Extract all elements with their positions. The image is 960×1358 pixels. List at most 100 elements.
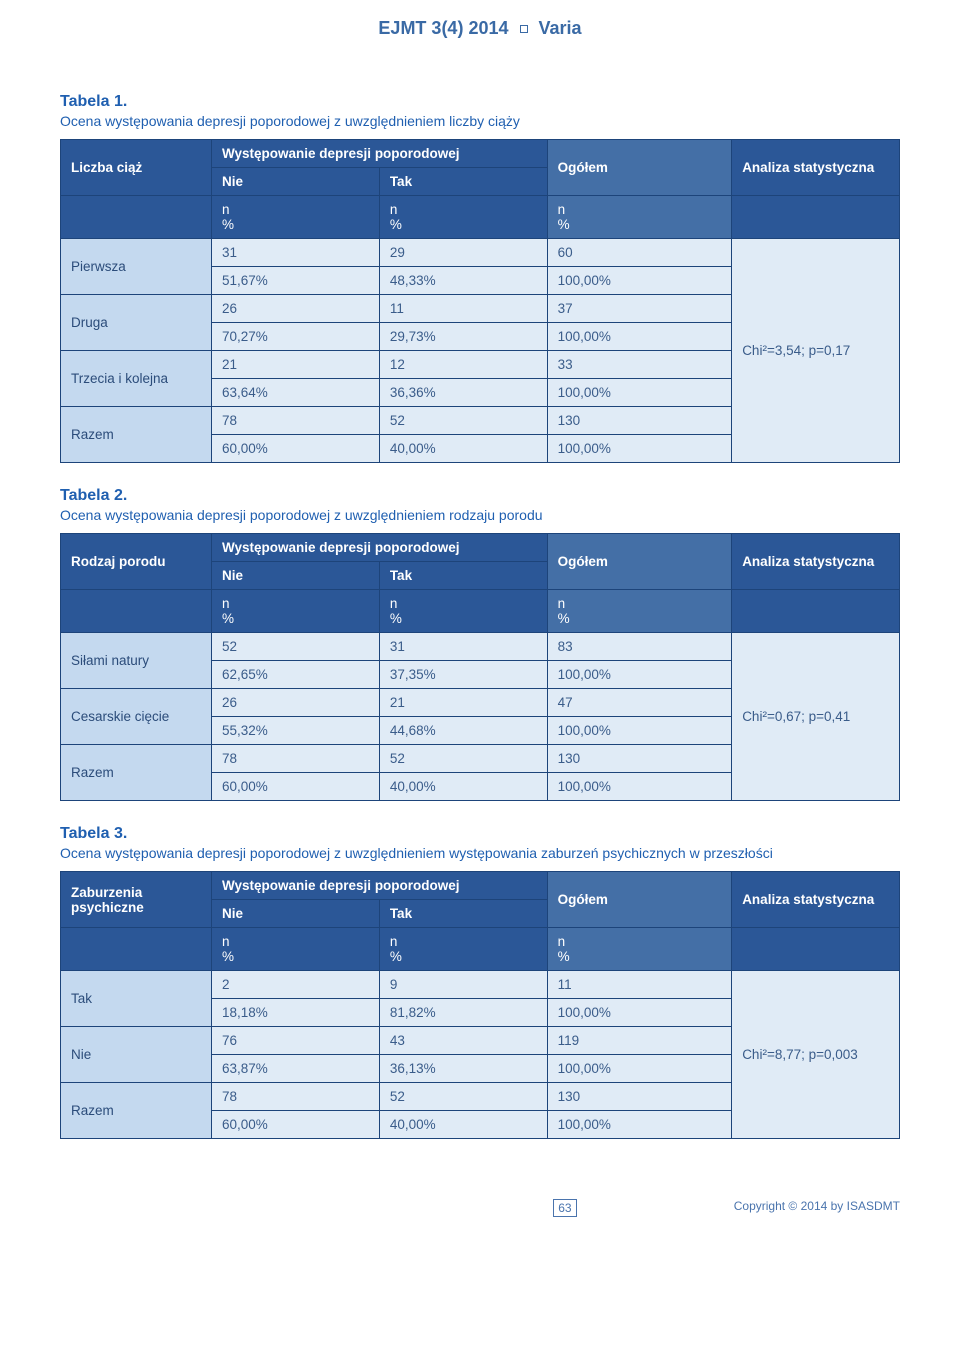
cell-tak-n: 52 [379,745,547,773]
page-number: 63 [553,1199,576,1217]
cell-tak-n: 52 [379,1083,547,1111]
col-group-header: Występowanie depresji poporodowej [212,140,548,168]
cell-total-pct: 100,00% [547,661,732,689]
page-body: Tabela 1. Ocena występowania depresji pop… [0,93,960,1257]
col-nie: Nie [212,168,380,196]
sub-n-pct: n% [212,928,380,971]
data-table: Zaburzenia psychiczneWystępowanie depres… [60,871,900,1139]
cell-tak-n: 31 [379,633,547,661]
cell-nie-pct: 60,00% [212,1111,380,1139]
row-label: Pierwsza [61,239,212,295]
cell-total-pct: 100,00% [547,999,732,1027]
row-label: Razem [61,407,212,463]
cell-nie-pct: 60,00% [212,773,380,801]
cell-nie-pct: 51,67% [212,267,380,295]
sub-blank [61,196,212,239]
sub-blank [732,928,900,971]
cell-nie-pct: 55,32% [212,717,380,745]
section-name: Varia [539,18,582,38]
cell-nie-n: 26 [212,295,380,323]
cell-nie-n: 52 [212,633,380,661]
cell-total-n: 83 [547,633,732,661]
col-tak: Tak [379,562,547,590]
table-title: Tabela 1. [60,93,900,111]
col-group-header: Występowanie depresji poporodowej [212,534,548,562]
cell-nie-pct: 62,65% [212,661,380,689]
cell-tak-pct: 36,36% [379,379,547,407]
cell-total-pct: 100,00% [547,267,732,295]
col-total: Ogółem [547,534,732,590]
cell-tak-pct: 40,00% [379,773,547,801]
cell-total-n: 130 [547,745,732,773]
row-label: Siłami natury [61,633,212,689]
cell-tak-pct: 81,82% [379,999,547,1027]
cell-nie-pct: 60,00% [212,435,380,463]
cell-tak-pct: 29,73% [379,323,547,351]
cell-tak-pct: 48,33% [379,267,547,295]
sub-n-pct: n% [379,928,547,971]
cell-total-n: 130 [547,407,732,435]
analysis-cell: Chi²=0,67; p=0,41 [732,633,900,801]
page-header: EJMT 3(4) 2014 Varia [0,0,960,69]
col-group-header: Występowanie depresji poporodowej [212,872,548,900]
cell-nie-n: 78 [212,745,380,773]
sub-blank [61,590,212,633]
cell-nie-pct: 63,87% [212,1055,380,1083]
sub-blank [732,590,900,633]
col-left-label: Liczba ciąż [61,140,212,196]
cell-nie-n: 31 [212,239,380,267]
sub-n-pct: n% [212,590,380,633]
row-label: Razem [61,1083,212,1139]
cell-total-n: 130 [547,1083,732,1111]
col-nie: Nie [212,562,380,590]
cell-total-pct: 100,00% [547,773,732,801]
col-total: Ogółem [547,140,732,196]
cell-total-n: 33 [547,351,732,379]
row-label: Nie [61,1027,212,1083]
row-label: Druga [61,295,212,351]
cell-tak-n: 9 [379,971,547,999]
page-footer: 63 Copyright © 2014 by ISASDMT [60,1199,900,1217]
cell-tak-pct: 37,35% [379,661,547,689]
data-table: Rodzaj poroduWystępowanie depresji popor… [60,533,900,801]
cell-tak-pct: 36,13% [379,1055,547,1083]
cell-total-pct: 100,00% [547,1111,732,1139]
cell-nie-n: 2 [212,971,380,999]
cell-nie-n: 26 [212,689,380,717]
journal-title: EJMT 3(4) 2014 [378,18,508,38]
cell-total-pct: 100,00% [547,379,732,407]
col-tak: Tak [379,900,547,928]
cell-total-n: 60 [547,239,732,267]
row-label: Razem [61,745,212,801]
cell-total-n: 37 [547,295,732,323]
col-left-label: Rodzaj porodu [61,534,212,590]
sub-blank [732,196,900,239]
cell-total-n: 47 [547,689,732,717]
sub-n-pct: n% [547,196,732,239]
copyright-text: Copyright © 2014 by ISASDMT [734,1199,900,1217]
table-title: Tabela 2. [60,487,900,505]
cell-tak-n: 12 [379,351,547,379]
cell-tak-pct: 40,00% [379,435,547,463]
cell-tak-pct: 40,00% [379,1111,547,1139]
sub-blank [61,928,212,971]
cell-total-pct: 100,00% [547,323,732,351]
cell-tak-n: 29 [379,239,547,267]
cell-tak-n: 11 [379,295,547,323]
row-label: Tak [61,971,212,1027]
row-label: Cesarskie cięcie [61,689,212,745]
row-label: Trzecia i kolejna [61,351,212,407]
table-caption: Ocena występowania depresji poporodowej … [60,113,900,129]
col-analysis: Analiza statystyczna [732,140,900,196]
cell-nie-n: 78 [212,407,380,435]
cell-total-pct: 100,00% [547,717,732,745]
table-caption: Ocena występowania depresji poporodowej … [60,845,900,861]
col-left-label: Zaburzenia psychiczne [61,872,212,928]
table-row: Pierwsza312960Chi²=3,54; p=0,17 [61,239,900,267]
sub-n-pct: n% [379,196,547,239]
cell-nie-n: 21 [212,351,380,379]
sub-n-pct: n% [547,928,732,971]
sub-n-pct: n% [379,590,547,633]
data-table: Liczba ciążWystępowanie depresji poporod… [60,139,900,463]
col-nie: Nie [212,900,380,928]
